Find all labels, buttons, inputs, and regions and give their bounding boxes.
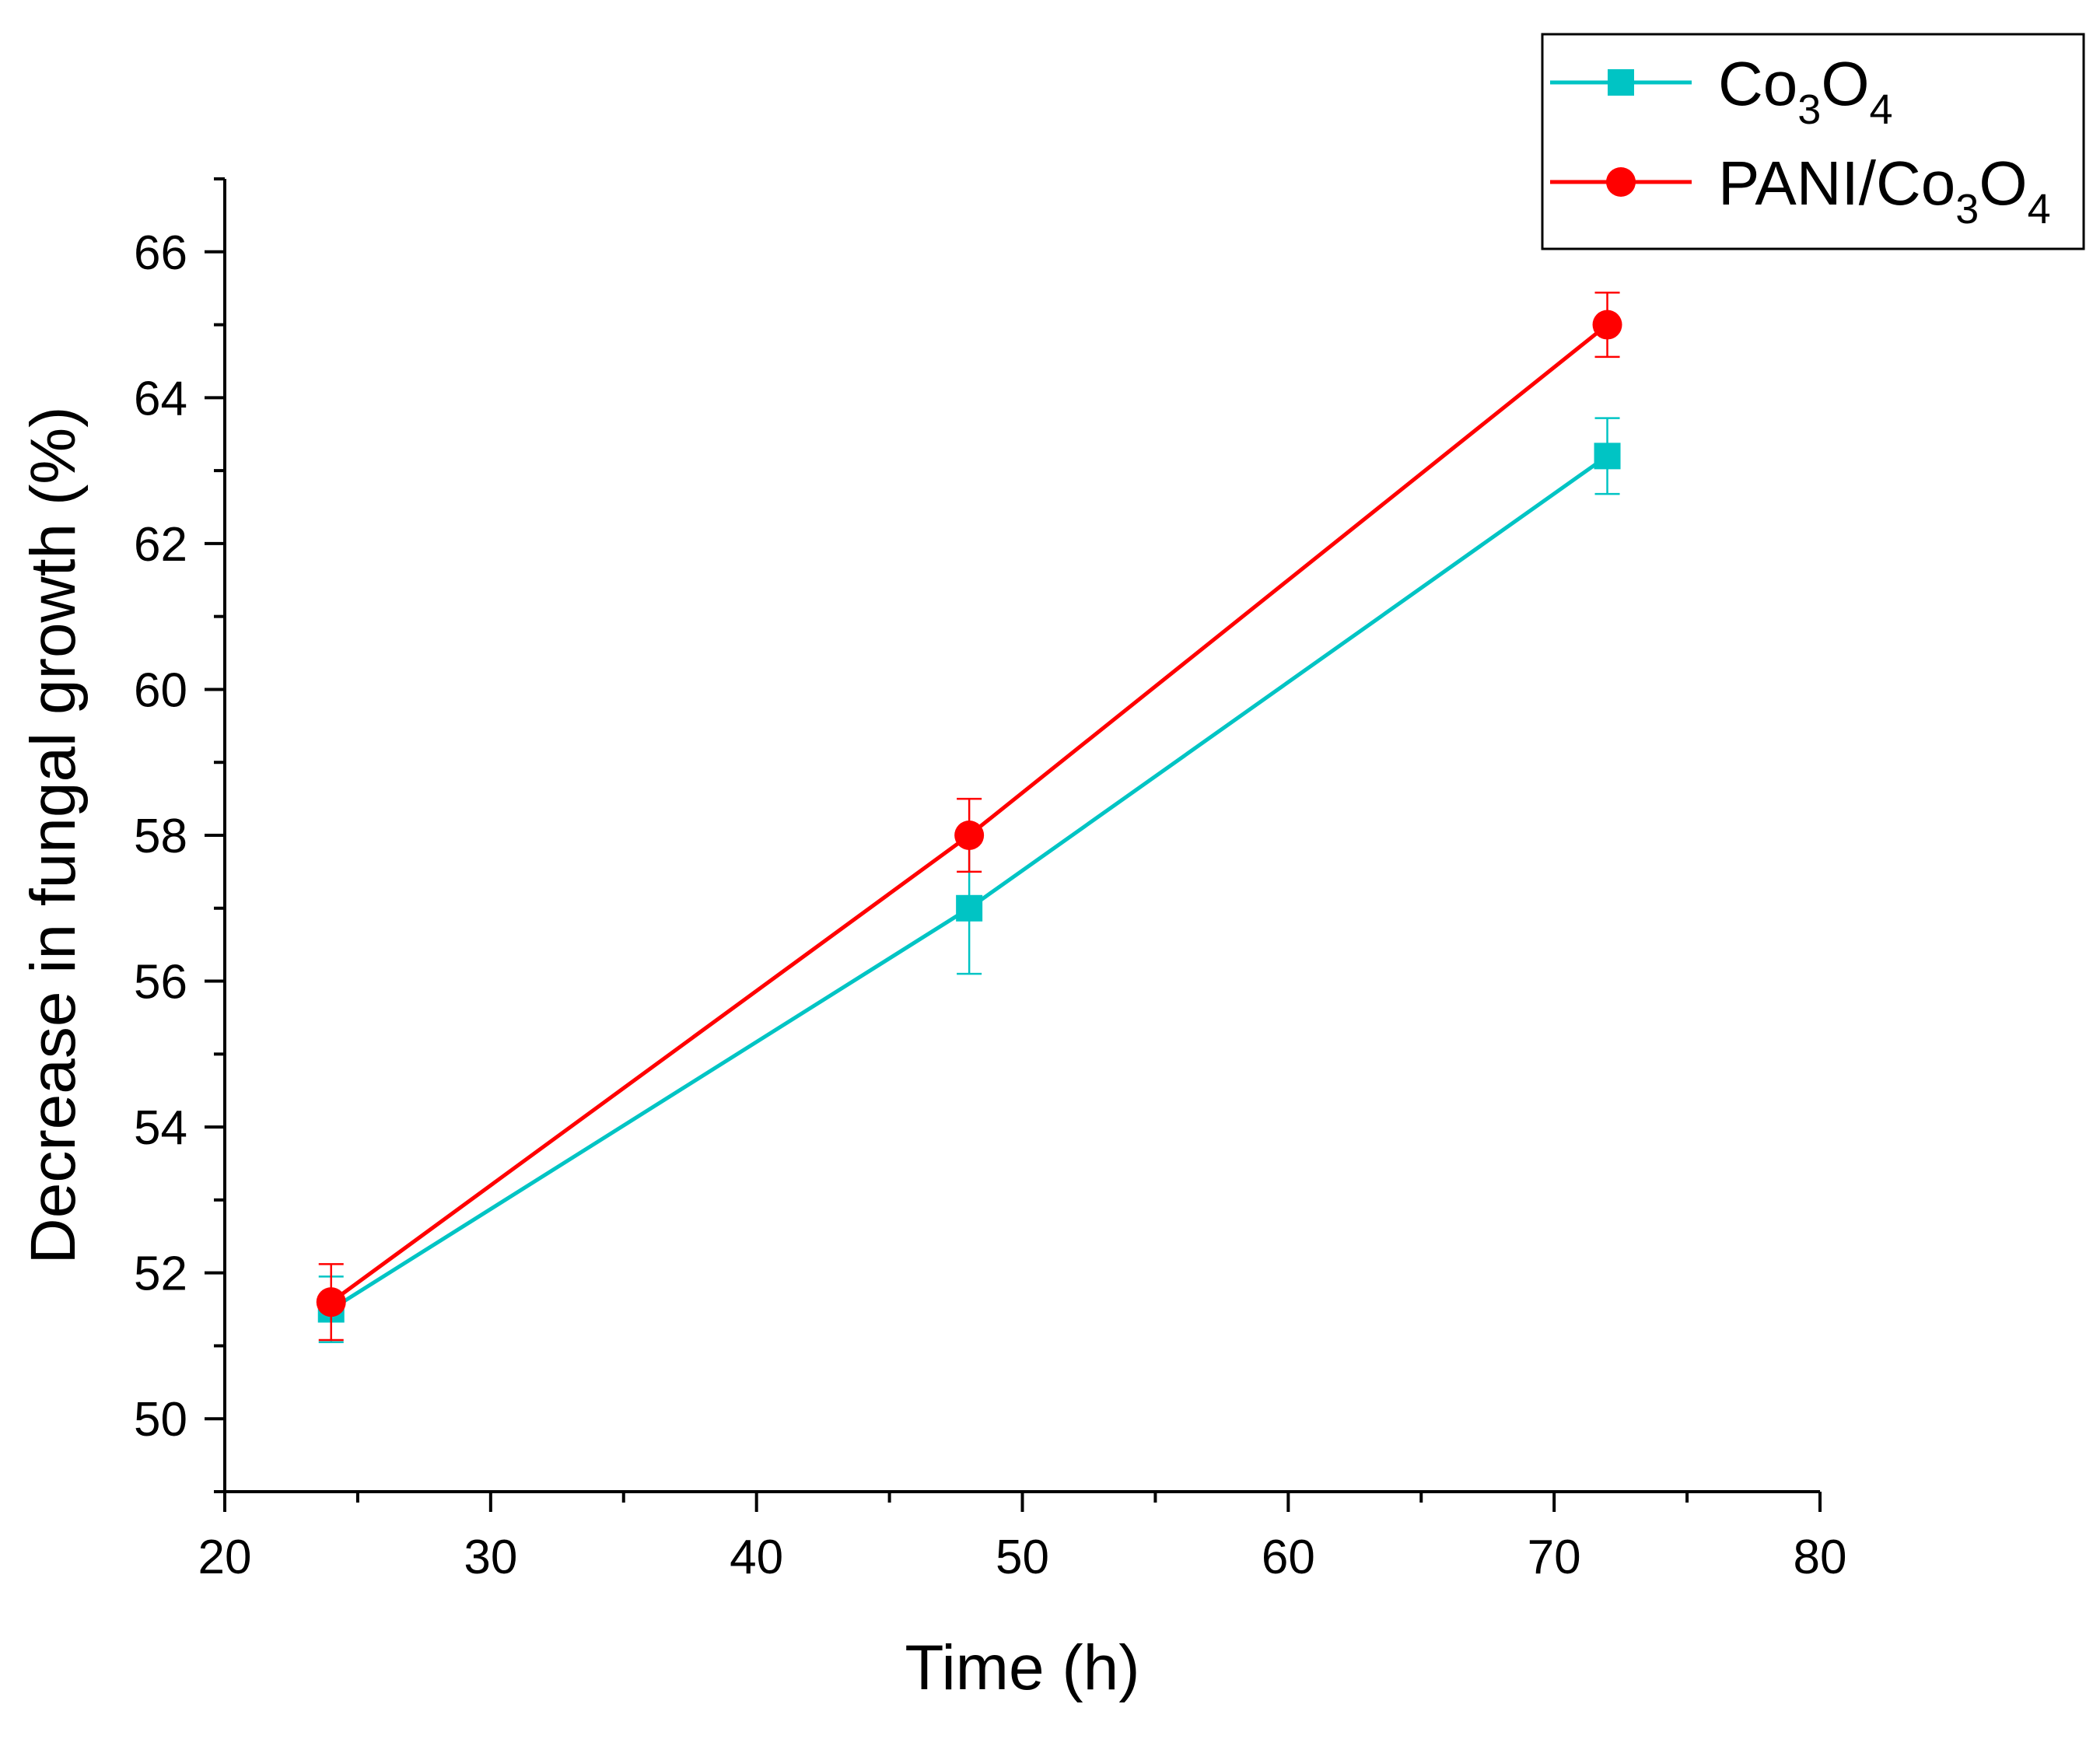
x-tick-label: 40 bbox=[730, 1531, 783, 1584]
legend-label-part: PANI/Co bbox=[1718, 149, 1955, 218]
y-tick-label: 64 bbox=[134, 372, 187, 425]
legend-label-part: 3 bbox=[1955, 186, 1979, 233]
legend-entry: PANI/Co3O4 bbox=[1550, 149, 2051, 233]
x-tick-label: 50 bbox=[996, 1531, 1049, 1584]
legend-label: Co3O4 bbox=[1718, 49, 1893, 133]
series-layer bbox=[316, 292, 1622, 1344]
data-point bbox=[954, 821, 985, 850]
x-tick-label: 60 bbox=[1262, 1531, 1315, 1584]
y-tick-label: 54 bbox=[134, 1101, 187, 1155]
x-tick-label: 30 bbox=[464, 1531, 517, 1584]
legend-label-part: O bbox=[1979, 149, 2027, 218]
legend-label-part: 3 bbox=[1797, 86, 1821, 133]
y-tick-label: 58 bbox=[134, 810, 187, 863]
y-tick-label: 52 bbox=[134, 1247, 187, 1301]
legend-label-part: 4 bbox=[1870, 86, 1893, 133]
axes: 20 30 40 50 60 70 80 50 52 54 56 58 60 62 64 66 Time (h)… bbox=[18, 177, 1847, 1703]
x-tick-label: 80 bbox=[1794, 1531, 1847, 1584]
x-tick-label: 20 bbox=[198, 1531, 252, 1584]
y-tick-label: 50 bbox=[134, 1393, 187, 1447]
legend-marker bbox=[1606, 167, 1636, 197]
data-point bbox=[1594, 443, 1621, 470]
x-tick-label: 70 bbox=[1528, 1531, 1581, 1584]
y-tick-label: 56 bbox=[134, 956, 187, 1009]
legend-label-part: 4 bbox=[2028, 186, 2051, 233]
legend-label-part: O bbox=[1821, 49, 1869, 118]
y-axis-title: Decrease in fungal growth (%) bbox=[18, 407, 89, 1265]
series-pani-co3o4 bbox=[316, 292, 1622, 1342]
legend-marker bbox=[1608, 69, 1634, 96]
x-axis-title: Time (h) bbox=[905, 1632, 1139, 1703]
y-tick-label: 66 bbox=[134, 226, 187, 280]
legend-label: PANI/Co3O4 bbox=[1718, 149, 2051, 233]
series-co3o4 bbox=[317, 417, 1621, 1344]
y-tick-label: 62 bbox=[134, 518, 187, 572]
legend-label-part: Co bbox=[1718, 49, 1797, 118]
data-point bbox=[1592, 310, 1622, 340]
data-point bbox=[316, 1287, 346, 1317]
legend-entry: Co3O4 bbox=[1550, 49, 1893, 133]
data-point bbox=[956, 894, 983, 922]
y-tick-label: 60 bbox=[134, 663, 187, 717]
